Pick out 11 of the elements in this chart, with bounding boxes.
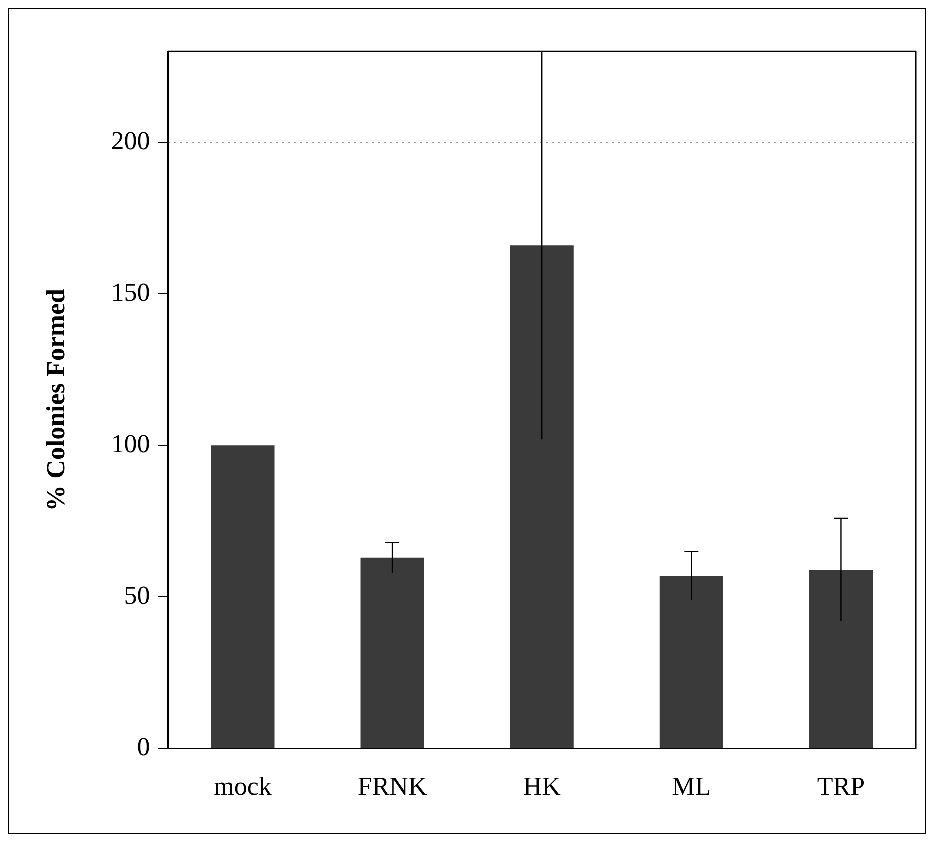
x-tick-label: TRP (817, 772, 866, 802)
x-tick-label: mock (214, 772, 272, 802)
y-tick-label: 0 (137, 732, 150, 762)
y-tick-label: 200 (111, 126, 150, 156)
x-tick-label: FRNK (358, 772, 428, 802)
x-tick-label: ML (672, 772, 712, 802)
y-axis-title: % Colonies Formed (41, 288, 70, 512)
x-tick-label: HK (523, 772, 562, 802)
y-tick-label: 50 (124, 581, 150, 610)
y-tick-label: 100 (111, 430, 150, 458)
y-tick-label: 150 (111, 278, 150, 307)
